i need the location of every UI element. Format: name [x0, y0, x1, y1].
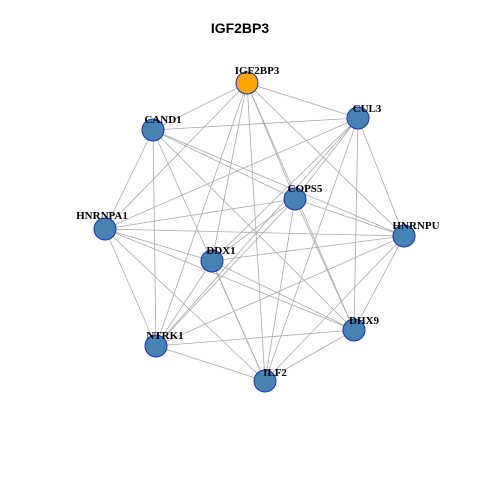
node-label-cul3: CUL3: [353, 103, 382, 115]
edge-hnrnpa1-ntrk1: [104, 228, 157, 347]
node-cul3[interactable]: [346, 106, 370, 130]
edge-hnrnpu-ilf2: [264, 235, 405, 382]
node-layer: [93, 71, 416, 393]
edge-cops5-ntrk1: [155, 198, 296, 347]
edge-layer: [104, 82, 405, 382]
edge-cul3-hnrnpa1: [104, 117, 359, 230]
edge-cops5-hnrnpa1: [104, 198, 296, 230]
edge-cops5-ilf2: [264, 198, 296, 382]
edge-ntrk1-ilf2: [155, 345, 266, 382]
edge-ddx1-ntrk1: [155, 260, 213, 347]
edge-hnrnpa1-dhx9: [104, 228, 355, 331]
edge-hnrnpa1-ilf2: [104, 228, 266, 382]
node-label-cand1: CAND1: [144, 114, 181, 126]
node-cops5[interactable]: [283, 187, 307, 211]
edge-dhx9-ilf2: [264, 329, 355, 382]
edge-igf2bp3-ntrk1: [155, 82, 248, 347]
edge-cand1-cul3: [152, 117, 359, 131]
edge-cops5-ddx1: [211, 198, 296, 262]
edge-igf2bp3-ddx1: [211, 82, 248, 262]
edge-hnrnpu-ddx1: [211, 235, 405, 262]
node-hnrnpu[interactable]: [392, 224, 416, 248]
edge-hnrnpa1-ddx1: [104, 228, 213, 262]
edge-cul3-hnrnpu: [357, 117, 405, 237]
edge-cul3-ilf2: [264, 117, 359, 382]
node-ntrk1[interactable]: [144, 334, 168, 358]
edge-hnrnpu-ntrk1: [155, 235, 405, 347]
edge-cul3-dhx9: [353, 117, 359, 331]
edge-cul3-cops5: [294, 117, 359, 200]
node-label-hnrnpa1: HNRNPA1: [76, 210, 128, 222]
edge-cand1-hnrnpa1: [104, 129, 154, 230]
node-ddx1[interactable]: [200, 249, 224, 273]
node-label-cops5: COPS5: [288, 183, 323, 195]
node-dhx9[interactable]: [342, 318, 366, 342]
edge-cops5-dhx9: [294, 198, 355, 331]
edge-cops5-hnrnpu: [294, 198, 405, 237]
node-label-hnrnpu: HNRNPU: [392, 220, 439, 232]
node-label-igf2bp3: IGF2BP3: [235, 65, 280, 77]
label-layer: IGF2BP3 CUL3 CAND1 COPS5 HNRNPA1 HNRNPU DDX1 DH…: [76, 65, 439, 379]
edge-igf2bp3-cand1: [152, 82, 248, 131]
edge-ddx1-ilf2: [211, 260, 266, 382]
graph-title: IGF2BP3: [210, 20, 270, 36]
edge-cul3-ntrk1: [155, 117, 359, 347]
node-label-dhx9: DHX9: [349, 315, 379, 327]
node-cand1[interactable]: [141, 118, 165, 142]
edge-hnrnpa1-hnrnpu: [104, 228, 405, 237]
edge-cand1-cops5: [152, 129, 296, 200]
edge-igf2bp3-cul3: [246, 82, 359, 119]
node-ilf2[interactable]: [253, 369, 277, 393]
edge-cand1-hnrnpu: [152, 129, 405, 237]
node-hnrnpa1[interactable]: [93, 217, 117, 241]
edge-cul3-ddx1: [211, 117, 359, 262]
node-label-ntrk1: NTRK1: [146, 330, 183, 342]
node-igf2bp3[interactable]: [235, 71, 259, 95]
node-label-ilf2: ILF2: [263, 367, 287, 379]
edge-igf2bp3-hnrnpa1: [104, 82, 248, 230]
node-label-ddx1: DDX1: [206, 245, 235, 257]
edge-hnrnpu-dhx9: [353, 235, 405, 331]
edge-dhx9-ntrk1: [155, 329, 355, 347]
edge-cand1-ntrk1: [152, 129, 157, 347]
edge-ddx1-dhx9: [211, 260, 355, 331]
